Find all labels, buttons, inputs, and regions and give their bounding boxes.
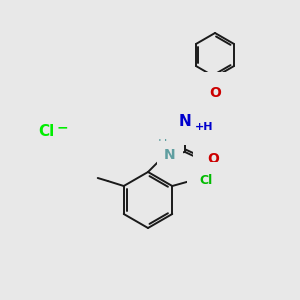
Text: −: − [57,120,69,134]
Text: +H: +H [195,122,214,132]
Text: N: N [164,148,176,162]
Text: Cl: Cl [38,124,54,140]
Text: Cl: Cl [199,175,212,188]
Text: H: H [157,138,167,151]
Text: O: O [209,86,221,100]
Text: N: N [178,115,191,130]
Text: O: O [207,152,219,166]
